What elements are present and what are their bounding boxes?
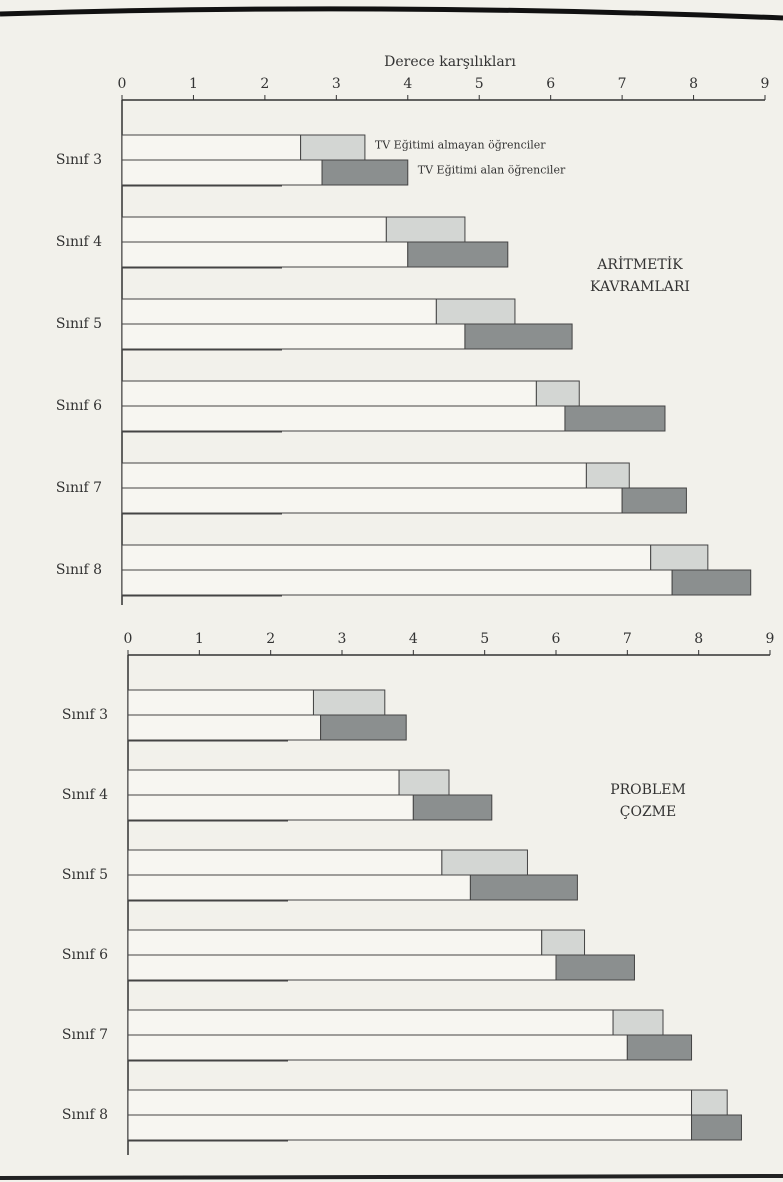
category-label: Sınıf 7 bbox=[62, 1027, 108, 1043]
bar-base bbox=[121, 298, 437, 325]
x-tick-label: 2 bbox=[260, 76, 269, 92]
bar-base bbox=[127, 769, 400, 796]
bar-base bbox=[127, 849, 443, 876]
bar-shade bbox=[469, 874, 578, 901]
bar-base bbox=[127, 1114, 693, 1141]
x-tick-label: 8 bbox=[694, 631, 703, 647]
bar-base bbox=[121, 544, 652, 571]
x-tick-label: 7 bbox=[623, 631, 632, 647]
bar-base bbox=[121, 216, 387, 243]
x-tick-label: 5 bbox=[480, 631, 489, 647]
bar-shade bbox=[626, 1034, 693, 1061]
x-tick-label: 1 bbox=[195, 631, 204, 647]
bar-shade bbox=[541, 929, 586, 956]
bar-base bbox=[121, 159, 323, 186]
category-label: Sınıf 5 bbox=[62, 867, 108, 883]
bar-base bbox=[127, 1034, 628, 1061]
category-label: Sınıf 5 bbox=[56, 316, 102, 332]
bar-shade bbox=[691, 1114, 742, 1141]
bar-shade bbox=[385, 216, 466, 243]
x-tick-label: 1 bbox=[189, 76, 198, 92]
category-label: Sınıf 8 bbox=[62, 1107, 108, 1123]
category-label: Sınıf 3 bbox=[62, 707, 108, 723]
bar-base bbox=[127, 1089, 693, 1116]
annotation: ÇOZME bbox=[620, 804, 676, 820]
bar-shade bbox=[464, 323, 573, 350]
bar-base bbox=[127, 794, 414, 821]
bar-base bbox=[121, 380, 537, 407]
bar-shade bbox=[555, 954, 635, 981]
bar-base bbox=[121, 134, 302, 161]
bar-base bbox=[121, 405, 566, 432]
annotation: KAVRAMLARI bbox=[590, 279, 690, 295]
legend-label: TV Eğitimi alan öğrenciler bbox=[418, 164, 566, 177]
bar-base bbox=[127, 689, 314, 716]
bar-base bbox=[121, 487, 623, 514]
x-tick-label: 5 bbox=[475, 76, 484, 92]
bar-shade bbox=[650, 544, 709, 571]
bar-shade bbox=[300, 134, 366, 161]
x-tick-label: 4 bbox=[409, 631, 418, 647]
x-tick-label: 7 bbox=[618, 76, 627, 92]
bar-shade bbox=[320, 714, 407, 741]
bar-shade bbox=[671, 569, 752, 596]
bar-base bbox=[127, 929, 543, 956]
bar-base bbox=[121, 323, 466, 350]
x-tick-label: 6 bbox=[546, 76, 555, 92]
bar-base bbox=[127, 954, 557, 981]
bar-base bbox=[121, 462, 587, 489]
x-tick-label: 6 bbox=[552, 631, 561, 647]
x-tick-label: 4 bbox=[403, 76, 412, 92]
bar-base bbox=[121, 241, 409, 268]
x-tick-label: 8 bbox=[689, 76, 698, 92]
category-label: Sınıf 7 bbox=[56, 480, 102, 496]
bar-base bbox=[121, 569, 673, 596]
annotation: PROBLEM bbox=[610, 782, 686, 798]
category-label: Sınıf 4 bbox=[56, 234, 102, 250]
top-rule bbox=[0, 6, 783, 21]
bar-shade bbox=[691, 1089, 728, 1116]
x-tick-label: 0 bbox=[124, 631, 133, 647]
bar-shade bbox=[412, 794, 493, 821]
x-tick-label: 9 bbox=[766, 631, 775, 647]
bar-shade bbox=[612, 1009, 664, 1036]
x-tick-label: 3 bbox=[332, 76, 341, 92]
category-label: Sınıf 4 bbox=[62, 787, 108, 803]
legend-label: TV Eğitimi almayan öğrenciler bbox=[375, 139, 546, 152]
bar-shade bbox=[535, 380, 580, 407]
bar-shade bbox=[564, 405, 666, 432]
category-label: Sınıf 6 bbox=[56, 398, 102, 414]
axis-title: Derece karşılıkları bbox=[384, 54, 516, 70]
bar-shade bbox=[585, 462, 630, 489]
bottom-rule bbox=[0, 1174, 783, 1180]
x-tick-label: 9 bbox=[761, 76, 770, 92]
category-label: Sınıf 6 bbox=[62, 947, 108, 963]
category-label: Sınıf 3 bbox=[56, 152, 102, 168]
annotation: ARİTMETİK bbox=[596, 255, 683, 273]
bar-shade bbox=[621, 487, 687, 514]
bar-shade bbox=[407, 241, 509, 268]
bar-shade bbox=[435, 298, 516, 325]
x-tick-label: 2 bbox=[266, 631, 275, 647]
bar-shade bbox=[398, 769, 450, 796]
bar-base bbox=[127, 874, 471, 901]
bar-base bbox=[127, 1009, 614, 1036]
bar-shade bbox=[441, 849, 528, 876]
bar-shade bbox=[312, 689, 386, 716]
bar-shade bbox=[321, 159, 409, 186]
bar-base bbox=[127, 714, 322, 741]
category-label: Sınıf 8 bbox=[56, 562, 102, 578]
x-tick-label: 0 bbox=[118, 76, 127, 92]
x-tick-label: 3 bbox=[338, 631, 347, 647]
